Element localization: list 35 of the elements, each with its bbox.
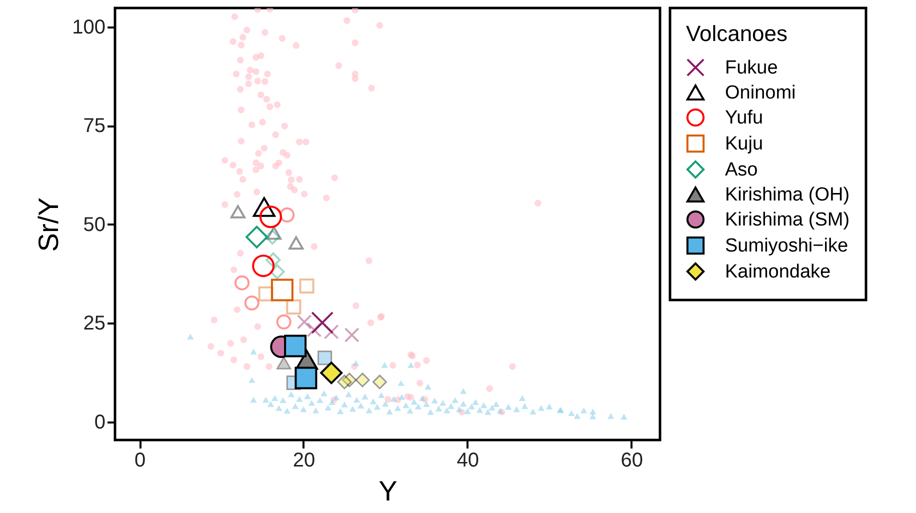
legend-title: Volcanoes	[686, 21, 788, 46]
y-tick-label: 50	[83, 214, 106, 236]
point	[276, 356, 292, 370]
legend-label: Oninomi	[725, 82, 796, 104]
point	[320, 362, 343, 384]
x-axis-title: Y	[378, 476, 398, 506]
point	[246, 226, 268, 248]
point	[372, 374, 387, 390]
point	[337, 374, 352, 390]
point	[270, 278, 294, 302]
legend-label: Fukue	[725, 58, 778, 78]
point	[355, 372, 370, 388]
legend-label: Kuju	[725, 134, 764, 154]
point	[284, 334, 307, 358]
y-tick-label: 25	[83, 312, 106, 335]
legend-label: Kaimondake	[725, 262, 831, 282]
y-tick-label: 75	[83, 115, 106, 138]
y-axis-title: Sr/Y	[33, 196, 64, 252]
x-tick-label: 40	[456, 450, 480, 472]
point	[318, 350, 332, 366]
legend-label: Sumiyoshi−ike	[725, 236, 848, 256]
x-tick-label: 0	[134, 450, 146, 472]
y-tick-label: 0	[94, 411, 106, 434]
y-tick-label: 100	[72, 16, 106, 38]
point	[252, 197, 276, 217]
legend-label: Kirishima (OH)	[725, 184, 850, 206]
legend-label: Yufu	[725, 108, 764, 128]
point	[259, 206, 282, 228]
legend-label: Kirishima (SM)	[725, 210, 850, 230]
point	[294, 366, 318, 390]
point	[252, 254, 275, 278]
legend-label: Aso	[725, 160, 758, 180]
x-tick-label: 20	[292, 450, 316, 472]
x-tick-label: 60	[620, 450, 643, 472]
point	[311, 311, 334, 334]
